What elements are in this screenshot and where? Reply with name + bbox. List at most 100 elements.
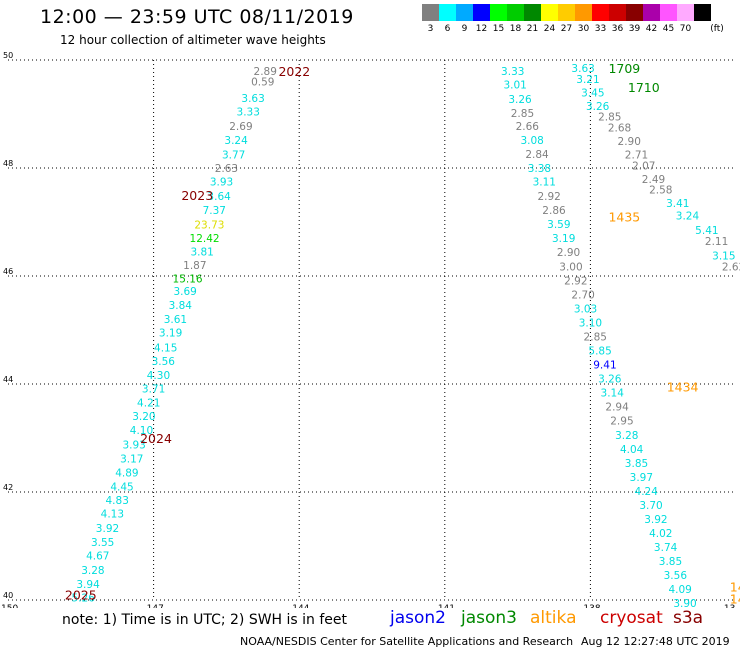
time-label: 1433 (730, 580, 740, 595)
scale-swatch (541, 4, 558, 21)
scale-swatch (592, 4, 609, 21)
data-point-jason3: 5.85 (588, 346, 611, 358)
data-point-jason3: 2.86 (542, 205, 566, 217)
data-point-jason3: 3.26 (598, 374, 622, 386)
data-point-jason3: 9.41 (593, 360, 616, 372)
data-point-s3a: 3.81 (190, 247, 213, 259)
data-point-jason3: 3.85 (625, 458, 648, 470)
data-point-altika: 3.21 (576, 74, 599, 86)
data-point-jason3: 4.04 (620, 444, 644, 456)
y-tick-label: 46 (3, 267, 13, 276)
data-point-s3a: 0.59 (251, 77, 274, 89)
data-point-s3a: 15.16 (173, 274, 203, 286)
footer: NOAA/NESDIS Center for Satellite Applica… (0, 634, 740, 650)
data-point-altika: 3.45 (581, 87, 604, 99)
time-label: 1435 (608, 210, 640, 225)
data-point-jason3: 3.59 (547, 219, 570, 231)
data-point-s3a: 23.73 (194, 220, 224, 232)
wave-height-chart: -150 -147 -144 -141 -138 -13 50 48 46 44 42 40 2.890… (0, 51, 740, 608)
data-point-s3a: 3.92 (96, 523, 119, 535)
data-point-s3a: 2.89 (254, 66, 277, 78)
data-point-jason3: 2.92 (564, 275, 587, 287)
data-point-s3a: 3.33 (237, 106, 260, 118)
data-point-jason3: 2.92 (537, 191, 560, 203)
x-tick-label: -13 (721, 604, 736, 608)
data-point-jason3: 3.28 (615, 430, 638, 442)
data-point-s3a: 4.13 (101, 509, 124, 521)
data-point-jason3: 3.90 (673, 598, 696, 608)
data-point-s3a: 1.87 (183, 260, 206, 272)
scale-label: 9 (461, 24, 468, 34)
legend-jason3: jason3 (461, 608, 517, 628)
data-point-jason3: 4.09 (668, 584, 691, 596)
data-point-jason3: 3.92 (644, 514, 667, 526)
data-point-s3a: 5.26 (72, 592, 96, 604)
scale-label: 27 (560, 24, 573, 34)
scale-swatch (490, 4, 507, 21)
data-point-s3a: 3.63 (241, 93, 264, 105)
data-point-s3a: 3.93 (122, 439, 145, 451)
data-point-s3a: 2.63 (215, 163, 238, 175)
data-point-jason3: 2.66 (516, 121, 540, 133)
time-label: 2025 (65, 588, 97, 603)
data-point-s3a: 4.21 (137, 397, 160, 409)
y-tick-label: 42 (3, 483, 13, 492)
legend-jason2: jason2 (390, 608, 446, 628)
footer-timestamp: Aug 12 12:27:48 UTC 2019 (581, 635, 730, 648)
data-point-altika: 3.41 (666, 198, 689, 210)
x-tick-label: -147 (143, 604, 163, 608)
x-tick-label: -138 (580, 604, 601, 608)
scale-swatch (694, 4, 711, 21)
data-point-jason3: 2.70 (571, 289, 594, 301)
data-point-s3a: 3.55 (91, 537, 114, 549)
data-point-s3a: 4.67 (86, 551, 109, 563)
data-point-jason3: 3.26 (508, 94, 532, 106)
scale-label: 12 (475, 24, 488, 34)
scale-label: 39 (628, 24, 641, 34)
data-point-s3a: 3.24 (224, 135, 248, 147)
data-point-s3a: 3.17 (120, 454, 143, 466)
scale-label: 36 (611, 24, 624, 34)
scale-label: 42 (645, 24, 658, 34)
data-point-altika: 3.15 (712, 250, 735, 262)
time-label: 2023 (181, 188, 213, 203)
data-point-jason3: 3.10 (579, 317, 602, 329)
legend-bar: note: 1) Time is in UTC; 2) SWH is in fe… (0, 608, 740, 632)
legend-cryosat: cryosat (600, 608, 663, 628)
data-point-altika: 2.07 (632, 160, 655, 172)
scale-label: 45 (662, 24, 675, 34)
data-point-s3a: 4.15 (154, 342, 177, 354)
x-tick-label: -150 (0, 604, 18, 608)
y-tick-label: 40 (3, 591, 13, 600)
data-point-s3a: 3.84 (169, 300, 193, 312)
scale-swatch (660, 4, 677, 21)
data-point-jason3: 2.90 (557, 247, 580, 259)
data-point-jason3: 3.38 (528, 163, 551, 175)
scale-swatch (439, 4, 456, 21)
scale-label: 33 (594, 24, 607, 34)
scale-label: 24 (543, 24, 556, 34)
data-point-s3a: 7.37 (203, 205, 226, 217)
scale-label: 15 (492, 24, 505, 34)
data-point-s3a: 3.64 (207, 191, 231, 203)
legend-altika: altika (530, 608, 577, 628)
scale-swatch (558, 4, 575, 21)
data-point-s3a: 3.77 (222, 150, 245, 162)
data-point-jason3: 3.11 (533, 177, 556, 189)
scale-swatch (473, 4, 490, 21)
data-point-altika: 2.85 (598, 112, 621, 124)
data-point-jason3: 3.33 (501, 66, 524, 78)
data-point-jason3: 3.19 (552, 233, 575, 245)
data-point-jason3: 3.00 (559, 261, 582, 273)
data-point-jason3: 2.94 (605, 402, 629, 414)
scale-label: 18 (509, 24, 522, 34)
data-point-s3a: 4.89 (115, 468, 138, 480)
legend-s3a: s3a (673, 608, 704, 628)
scale-label: 21 (526, 24, 539, 34)
data-point-jason3: 4.24 (635, 486, 659, 498)
data-point-s3a: 3.56 (152, 356, 176, 368)
data-point-s3a: 3.93 (210, 177, 233, 189)
y-tick-label: 48 (3, 159, 13, 168)
scale-label: 70 (679, 24, 692, 34)
data-point-s3a: 4.10 (130, 425, 153, 437)
